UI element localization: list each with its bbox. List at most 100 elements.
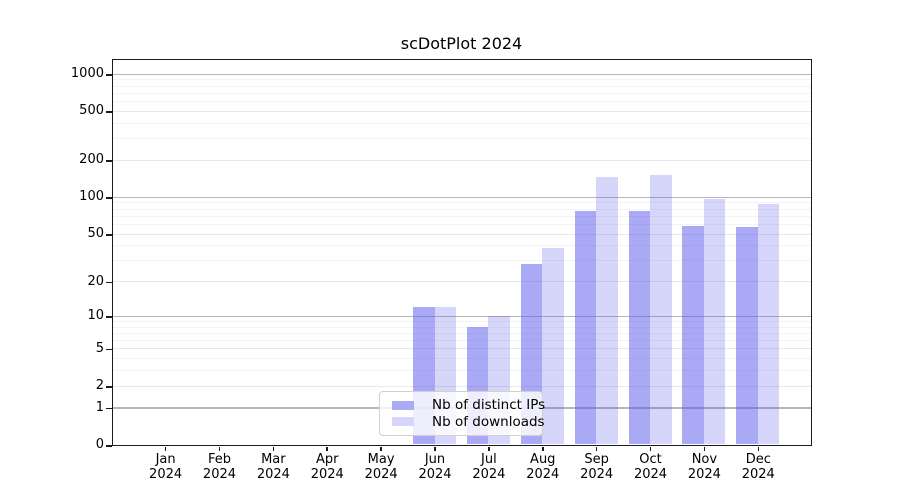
x-tick-mark-sep	[595, 446, 598, 451]
x-tick-label-month: Oct	[639, 452, 662, 467]
y-tick-mark-500	[106, 111, 112, 113]
y-gridline-minor	[112, 122, 811, 124]
x-tick-mark-feb	[218, 446, 221, 451]
bar-distinct-ips-dec	[736, 226, 758, 445]
y-tick-mark-5	[106, 348, 112, 351]
x-tick-label-jan: Jan 2024	[134, 452, 198, 482]
y-tick-mark-200	[106, 160, 112, 162]
x-tick-label-year: 2024	[580, 467, 614, 482]
y-gridline-minor	[112, 215, 811, 217]
x-tick-label-jul: Jul 2024	[457, 452, 521, 482]
x-tick-label-month: May	[367, 452, 395, 467]
bar-downloads-nov	[703, 199, 726, 445]
legend-swatch-distinct-ips-icon	[392, 400, 414, 410]
bar-downloads-sep	[596, 177, 618, 445]
x-tick-mark-may	[380, 446, 382, 451]
bar-downloads-dec	[757, 204, 780, 445]
y-tick-mark-2	[106, 386, 112, 388]
y-tick-label-5: 5	[95, 340, 104, 356]
bar-distinct-ips-sep	[574, 210, 597, 445]
x-tick-label-dec: Dec 2024	[726, 452, 790, 482]
bar-distinct-ips-nov	[682, 225, 704, 445]
x-tick-label-month: Apr	[315, 452, 339, 467]
y-tick-mark-0	[106, 445, 112, 447]
y-gridline-minor	[112, 92, 811, 94]
y-tick-label-500: 500	[79, 103, 104, 119]
y-tick-mark-10	[106, 316, 112, 318]
y-tick-label-50: 50	[87, 226, 104, 242]
x-tick-label-mar: Mar 2024	[241, 452, 305, 482]
y-gridline-10	[112, 315, 811, 318]
y-gridline-minor	[112, 340, 811, 342]
y-gridline-minor	[112, 202, 811, 204]
y-gridline-20	[112, 281, 811, 283]
y-tick-label-0: 0	[95, 437, 104, 452]
x-tick-label-year: 2024	[149, 467, 183, 482]
y-gridline-minor	[112, 358, 811, 360]
legend-item-distinct-ips: Nb of distinct IPs	[392, 397, 545, 414]
x-tick-label-may: May 2024	[349, 452, 413, 482]
y-gridline-minor	[112, 260, 811, 262]
x-tick-label-year: 2024	[256, 467, 290, 482]
y-gridline-minor	[112, 326, 811, 328]
x-tick-mark-aug	[542, 446, 544, 451]
y-tick-label-2: 2	[95, 378, 104, 394]
y-gridline-200	[112, 159, 811, 161]
x-tick-label-year: 2024	[418, 467, 452, 482]
x-tick-mark-mar	[272, 446, 275, 451]
y-tick-label-20: 20	[87, 273, 104, 289]
y-gridline-minor	[112, 370, 811, 372]
x-tick-mark-jan	[164, 446, 167, 451]
y-gridline-minor	[112, 138, 811, 140]
y-tick-label-200: 200	[79, 152, 104, 168]
y-gridline-50	[112, 233, 811, 235]
y-tick-label-10: 10	[87, 308, 104, 324]
y-gridline-minor	[112, 245, 811, 247]
y-tick-mark-1	[106, 407, 112, 410]
x-tick-mark-apr	[326, 446, 328, 451]
y-gridline-500	[112, 110, 811, 112]
y-gridline-minor	[112, 332, 811, 334]
x-tick-label-year: 2024	[472, 467, 506, 482]
legend: Nb of distinct IPs Nb of downloads	[379, 391, 545, 436]
x-tick-label-year: 2024	[741, 467, 775, 482]
y-tick-mark-100	[106, 197, 112, 199]
y-gridline-minor	[112, 85, 811, 87]
y-gridline-100	[112, 196, 811, 199]
x-tick-mark-oct	[649, 446, 652, 451]
x-tick-label-month: Feb	[207, 452, 231, 467]
y-tick-mark-20	[106, 281, 112, 284]
x-tick-label-nov: Nov 2024	[672, 452, 736, 482]
y-gridline-minor	[112, 320, 811, 322]
x-tick-label-month: Nov	[691, 452, 718, 467]
x-tick-label-year: 2024	[364, 467, 398, 482]
x-tick-label-month: Aug	[530, 452, 556, 467]
y-gridline-minor	[112, 101, 811, 103]
x-tick-label-year: 2024	[633, 467, 668, 482]
bar-distinct-ips-oct	[628, 211, 651, 445]
x-tick-label-jun: Jun 2024	[403, 452, 467, 482]
y-tick-mark-50	[106, 234, 112, 236]
x-tick-label-year: 2024	[526, 467, 560, 482]
x-tick-label-month: Dec	[745, 452, 771, 467]
y-gridline-1000	[112, 73, 811, 76]
x-tick-label-oct: Oct 2024	[619, 452, 683, 482]
y-gridline-5	[112, 348, 811, 350]
x-tick-mark-nov	[703, 446, 706, 451]
x-tick-label-month: Jul	[481, 452, 497, 467]
plot-area	[111, 58, 812, 446]
y-gridline-minor	[112, 223, 811, 225]
x-tick-label-sep: Sep 2024	[565, 452, 629, 482]
x-tick-mark-jul	[488, 446, 490, 451]
bar-downloads-oct	[650, 175, 672, 445]
x-tick-label-month: Mar	[261, 452, 286, 467]
legend-item-downloads: Nb of downloads	[392, 414, 545, 431]
x-tick-label-year: 2024	[202, 467, 237, 482]
y-tick-label-1: 1	[95, 399, 104, 415]
y-tick-label-1000: 1000	[70, 66, 104, 82]
x-tick-label-month: Jan	[155, 452, 176, 467]
y-tick-label-100: 100	[79, 189, 104, 205]
x-tick-mark-dec	[757, 446, 760, 451]
x-tick-label-year: 2024	[310, 467, 344, 482]
